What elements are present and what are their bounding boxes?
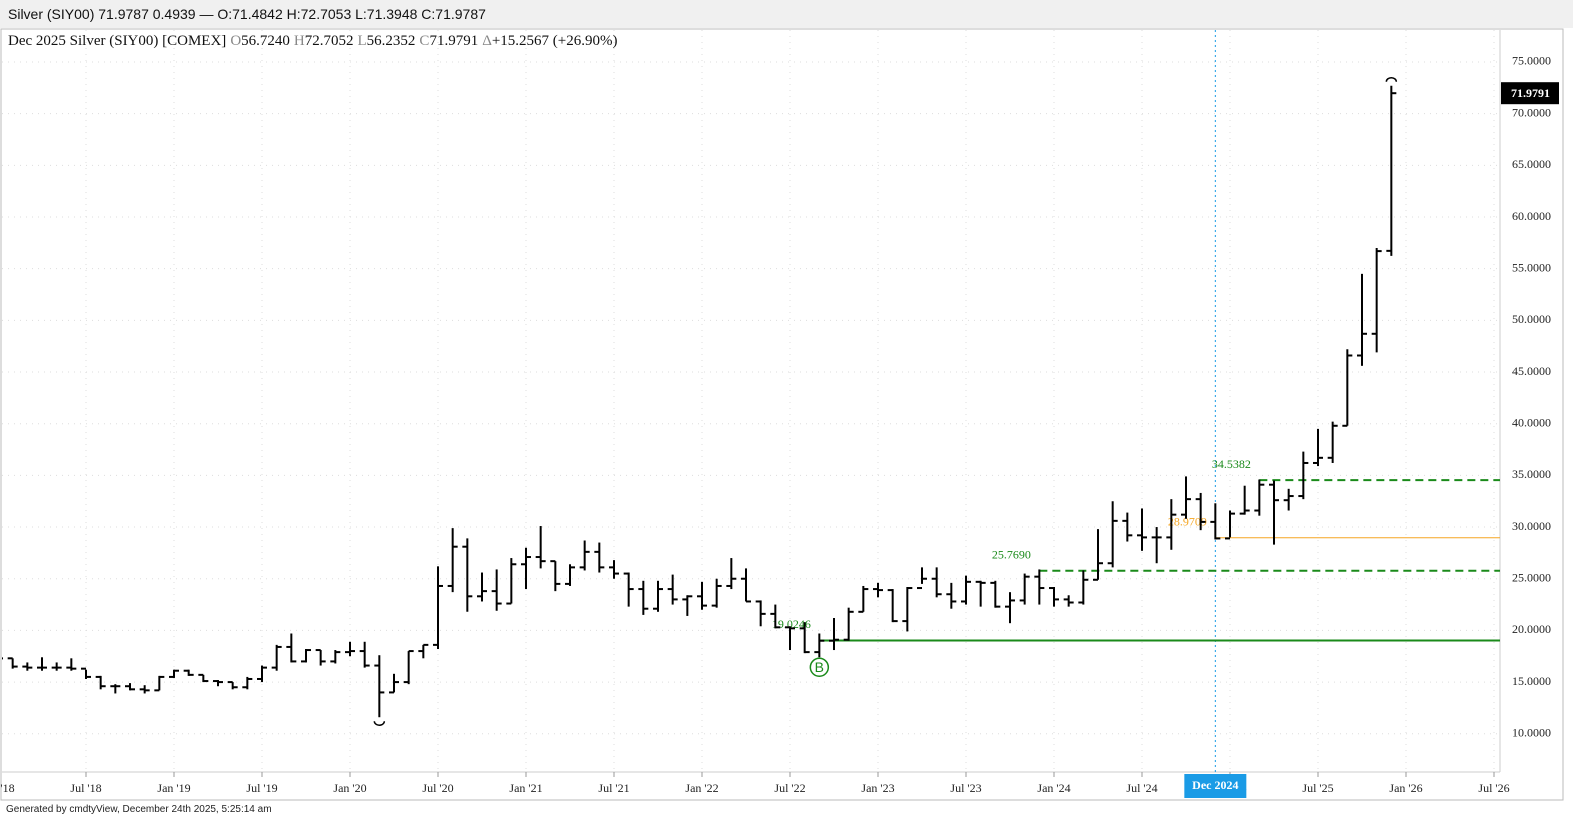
x-tick-label: Jul '22 bbox=[774, 781, 805, 795]
y-tick-label: 15.0000 bbox=[1512, 674, 1551, 688]
level-label: 34.5382 bbox=[1212, 457, 1251, 471]
y-tick-label: 75.0000 bbox=[1512, 54, 1551, 68]
legend-item: H bbox=[293, 33, 305, 49]
y-tick-label: 30.0000 bbox=[1512, 519, 1551, 533]
legend-item: O bbox=[230, 33, 242, 49]
x-tick-label: Jul '24 bbox=[1126, 781, 1157, 795]
y-tick-label: 45.0000 bbox=[1512, 364, 1551, 378]
y-tick-label: 65.0000 bbox=[1512, 157, 1551, 171]
header: Silver (SIY00) 71.9787 0.4939 — O:71.484… bbox=[0, 0, 1573, 28]
y-tick-label: 20.0000 bbox=[1512, 622, 1551, 636]
crosshair-box bbox=[1184, 774, 1247, 798]
x-tick-label: Jul '26 bbox=[1478, 781, 1509, 795]
x-tick-label: Jul '20 bbox=[422, 781, 453, 795]
x-tick-label: Jan '26 bbox=[1389, 781, 1422, 795]
x-tick-label: Jan '20 bbox=[333, 781, 366, 795]
signal-marker bbox=[809, 657, 830, 678]
x-tick-label: Jul '19 bbox=[246, 781, 277, 795]
legend-item: C bbox=[419, 33, 430, 49]
high-marker bbox=[1385, 77, 1398, 82]
x-tick-label: Jul '18 bbox=[70, 781, 101, 795]
x-tick-label: Jul '21 bbox=[598, 781, 629, 795]
legend-item: 56.2352 bbox=[366, 33, 416, 49]
x-tick-label: Jul '23 bbox=[950, 781, 981, 795]
legend-item: Δ bbox=[482, 33, 492, 49]
signal-label: B bbox=[815, 659, 824, 675]
x-tick-label: Jul '25 bbox=[1302, 781, 1333, 795]
y-tick-label: 40.0000 bbox=[1512, 415, 1551, 429]
crosshair-label: Dec 2024 bbox=[1192, 778, 1238, 792]
legend-item: 56.7240 bbox=[241, 33, 290, 49]
legend-item: Dec 2025 Silver (SIY00) [COMEX] bbox=[8, 33, 227, 49]
x-tick-label: Jan '24 bbox=[1037, 781, 1070, 795]
last-price-label: 71.9791 bbox=[1511, 86, 1550, 100]
legend-item: 71.9791 bbox=[429, 33, 479, 49]
legend-item: L bbox=[357, 33, 367, 49]
x-tick-label: Jan '22 bbox=[685, 781, 718, 795]
x-tick-label: Jan '21 bbox=[509, 781, 542, 795]
legend-item: +15.2567 (+26.90%) bbox=[491, 33, 618, 49]
y-tick-label: 25.0000 bbox=[1512, 570, 1551, 584]
last-price-box bbox=[1501, 82, 1559, 105]
y-tick-label: 60.0000 bbox=[1512, 209, 1551, 223]
x-tick-label: Jan '19 bbox=[157, 781, 190, 795]
low-marker bbox=[373, 721, 386, 726]
x-tick-label: Jan '23 bbox=[861, 781, 894, 795]
axes: 10.0000 15.0000 20.0000 25.0000 30.0000 35.00… bbox=[0, 54, 1559, 798]
legend-item: 72.7052 bbox=[304, 33, 354, 49]
level-label: 28.9709 bbox=[1168, 514, 1207, 528]
legend: Dec 2025 Silver (SIY00) [COMEX] O 56.7240 H… bbox=[8, 33, 618, 50]
y-tick-label: 10.0000 bbox=[1512, 726, 1551, 740]
frame bbox=[0, 28, 1564, 801]
footer: Generated by cmdtyView, December 24th 20… bbox=[6, 804, 272, 815]
y-tick-label: 55.0000 bbox=[1512, 260, 1551, 274]
x-tick-label: Jan '18 bbox=[0, 781, 15, 795]
y-tick-label: 35.0000 bbox=[1512, 467, 1551, 481]
level-label: 25.7690 bbox=[992, 548, 1031, 562]
y-tick-label: 50.0000 bbox=[1512, 312, 1551, 326]
y-tick-label: 70.0000 bbox=[1512, 105, 1551, 119]
